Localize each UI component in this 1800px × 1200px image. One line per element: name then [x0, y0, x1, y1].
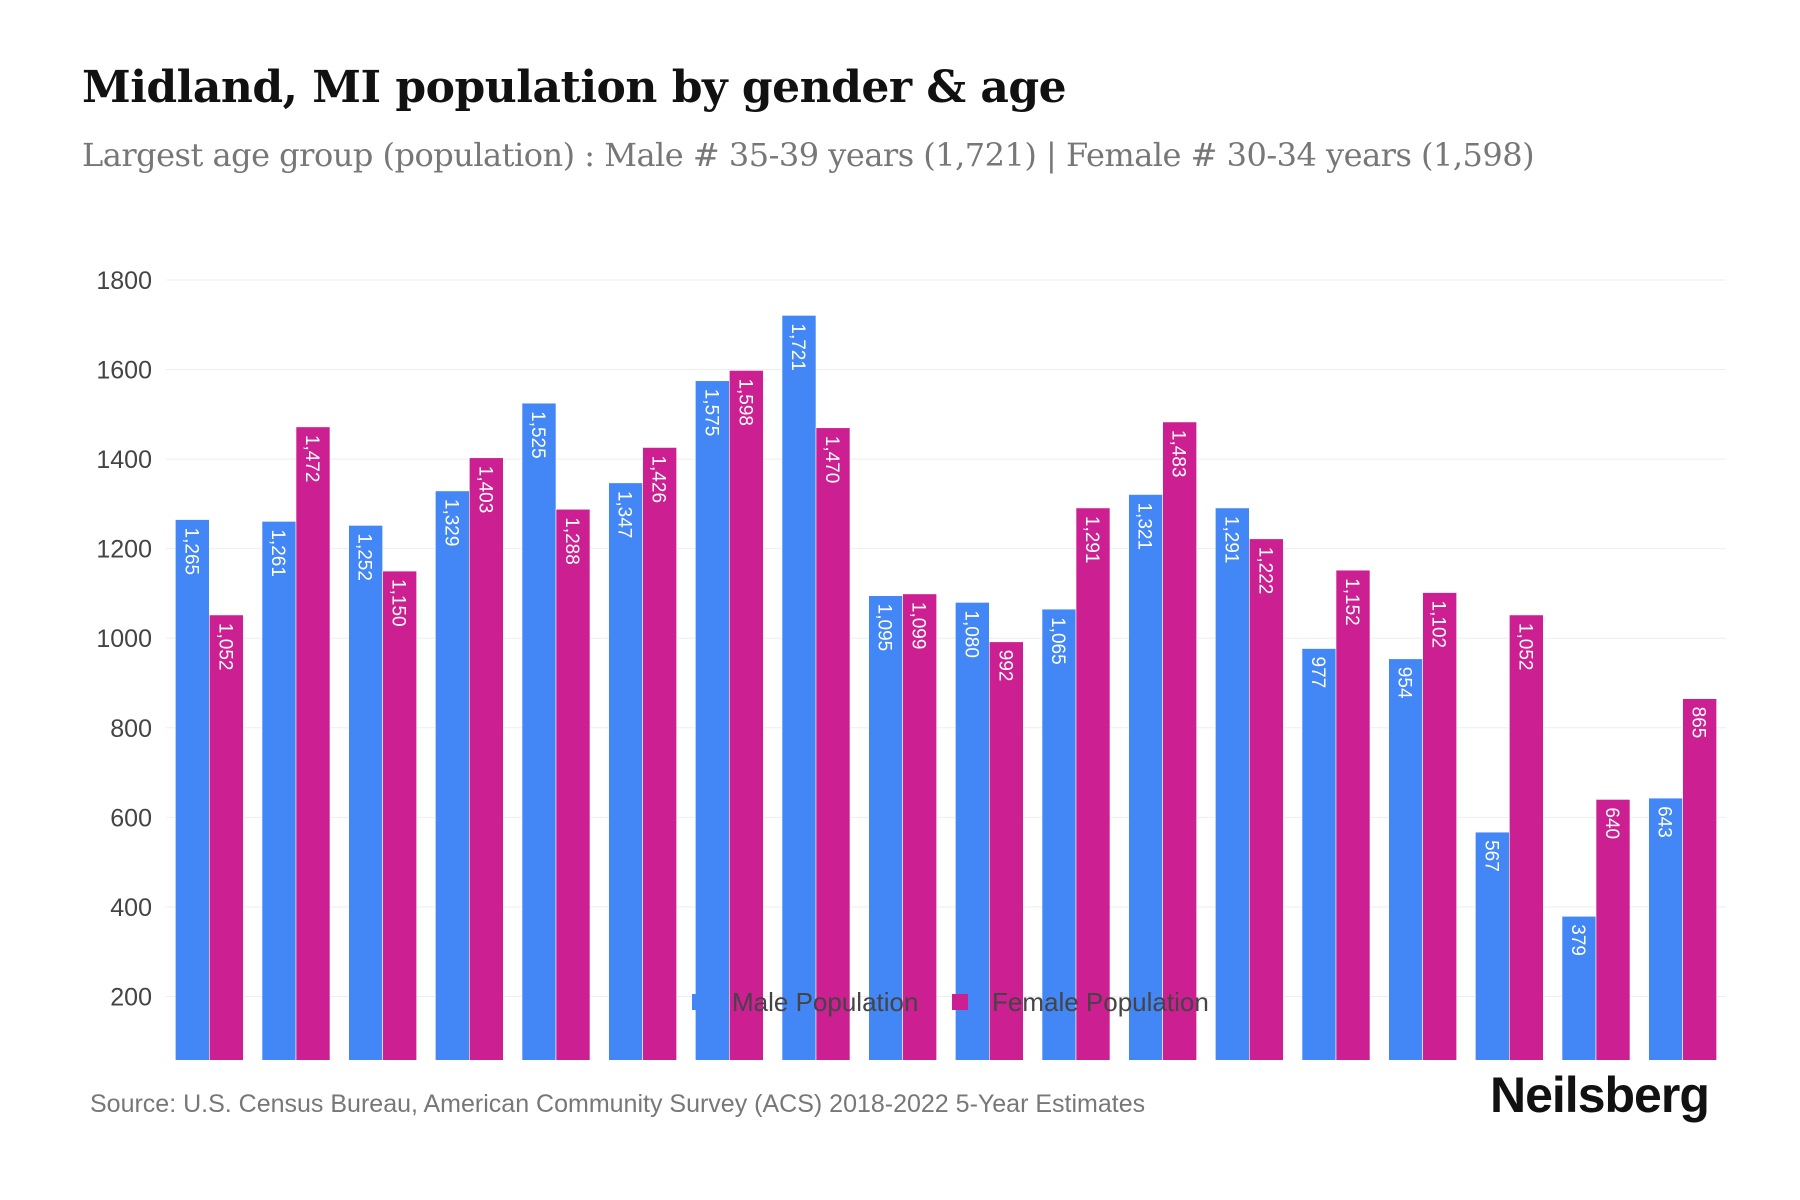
bar-female	[555, 508, 591, 1060]
bar-male	[695, 380, 730, 1060]
data-label: 1,052	[1514, 623, 1535, 671]
data-label: 1,265	[180, 528, 201, 576]
y-tick-label: 200	[110, 983, 152, 1011]
bar-male	[868, 595, 903, 1060]
data-label: 1,426	[648, 455, 669, 503]
bar-male	[1388, 658, 1423, 1060]
y-tick-label: 1200	[96, 536, 152, 564]
bar-male	[1648, 797, 1683, 1060]
bar-female	[209, 614, 244, 1060]
data-label: 567	[1480, 840, 1501, 872]
y-tick-label: 800	[110, 715, 152, 743]
y-tick-label: 1600	[96, 357, 152, 385]
data-label: 379	[1567, 924, 1588, 956]
data-label: 1,472	[301, 435, 322, 483]
bar-male	[261, 521, 297, 1060]
bar-female	[1249, 538, 1284, 1060]
bar-male	[348, 525, 383, 1060]
y-tick-label: 1000	[96, 625, 152, 653]
bar-female	[1162, 421, 1197, 1060]
data-label: 1,470	[821, 436, 842, 484]
data-label: 1,575	[700, 389, 721, 437]
data-label: 1,261	[267, 529, 288, 577]
data-label: 1,102	[1428, 601, 1449, 649]
bar-female	[295, 426, 331, 1060]
data-label: 1,095	[874, 604, 895, 652]
y-tick-label: 1400	[96, 446, 152, 474]
bar-male	[1215, 507, 1250, 1060]
chart-title: Midland, MI population by gender & age	[82, 62, 1067, 113]
data-label: 1,721	[787, 323, 808, 371]
data-label: 643	[1654, 806, 1675, 838]
bar-female	[815, 427, 851, 1060]
bar-female	[1422, 592, 1457, 1060]
source-note: Source: U.S. Census Bureau, American Com…	[90, 1090, 1146, 1118]
bar-female	[729, 370, 764, 1060]
bar-female	[642, 447, 677, 1060]
y-tick-label: 1800	[96, 267, 152, 295]
bar-male	[175, 519, 210, 1060]
bar-female	[382, 570, 417, 1060]
data-label: 1,152	[1341, 578, 1362, 626]
neilsberg-logo: Neilsberg	[1490, 1067, 1710, 1123]
bar-male	[1561, 915, 1597, 1060]
legend-swatch	[692, 994, 708, 1010]
data-label: 992	[994, 650, 1015, 682]
y-tick-label: 600	[110, 804, 152, 832]
chart-subtitle: Largest age group (population) : Male # …	[82, 136, 1535, 174]
bar-male	[521, 402, 557, 1060]
bar-female	[1075, 507, 1111, 1060]
bar-male	[608, 482, 643, 1060]
bar-male	[1301, 648, 1337, 1060]
data-label: 1,291	[1220, 516, 1241, 564]
data-label: 1,483	[1168, 430, 1189, 478]
data-label: 977	[1307, 657, 1328, 689]
bar-male	[1128, 494, 1163, 1060]
legend-swatch	[952, 994, 968, 1010]
bar-female	[1595, 799, 1631, 1060]
bar-female	[1335, 569, 1371, 1060]
data-label: 1,598	[734, 378, 755, 426]
data-label: 954	[1394, 667, 1415, 699]
data-label: 1,291	[1081, 516, 1102, 564]
data-label: 1,065	[1047, 617, 1068, 665]
data-label: 1,222	[1254, 547, 1275, 595]
bar-male	[435, 490, 470, 1060]
bar-male	[955, 602, 990, 1060]
data-label: 1,052	[214, 623, 235, 671]
bar-male	[781, 315, 817, 1060]
data-label: 1,403	[474, 466, 495, 514]
data-label: 865	[1688, 707, 1709, 739]
data-label: 1,321	[1134, 502, 1155, 550]
bar-female	[469, 457, 504, 1060]
bar-male	[1475, 831, 1510, 1060]
legend-label: Male Population	[732, 987, 918, 1017]
bar-chart: 0200400600800100012001400160018001,2651,…	[96, 267, 1726, 1060]
data-label: 1,347	[614, 491, 635, 539]
data-label: 1,099	[908, 602, 929, 650]
bar-female	[902, 593, 937, 1060]
y-tick-label: 400	[110, 894, 152, 922]
bar-female	[989, 641, 1024, 1060]
legend-label: Female Population	[992, 987, 1209, 1017]
bar-female	[1682, 698, 1717, 1060]
data-label: 1,288	[561, 517, 582, 565]
data-label: 1,080	[960, 610, 981, 658]
bar-female	[1509, 614, 1544, 1060]
data-label: 1,252	[354, 533, 375, 581]
data-label: 1,329	[440, 499, 461, 547]
data-label: 1,150	[388, 579, 409, 627]
data-label: 1,525	[527, 411, 548, 459]
data-label: 640	[1601, 807, 1622, 839]
